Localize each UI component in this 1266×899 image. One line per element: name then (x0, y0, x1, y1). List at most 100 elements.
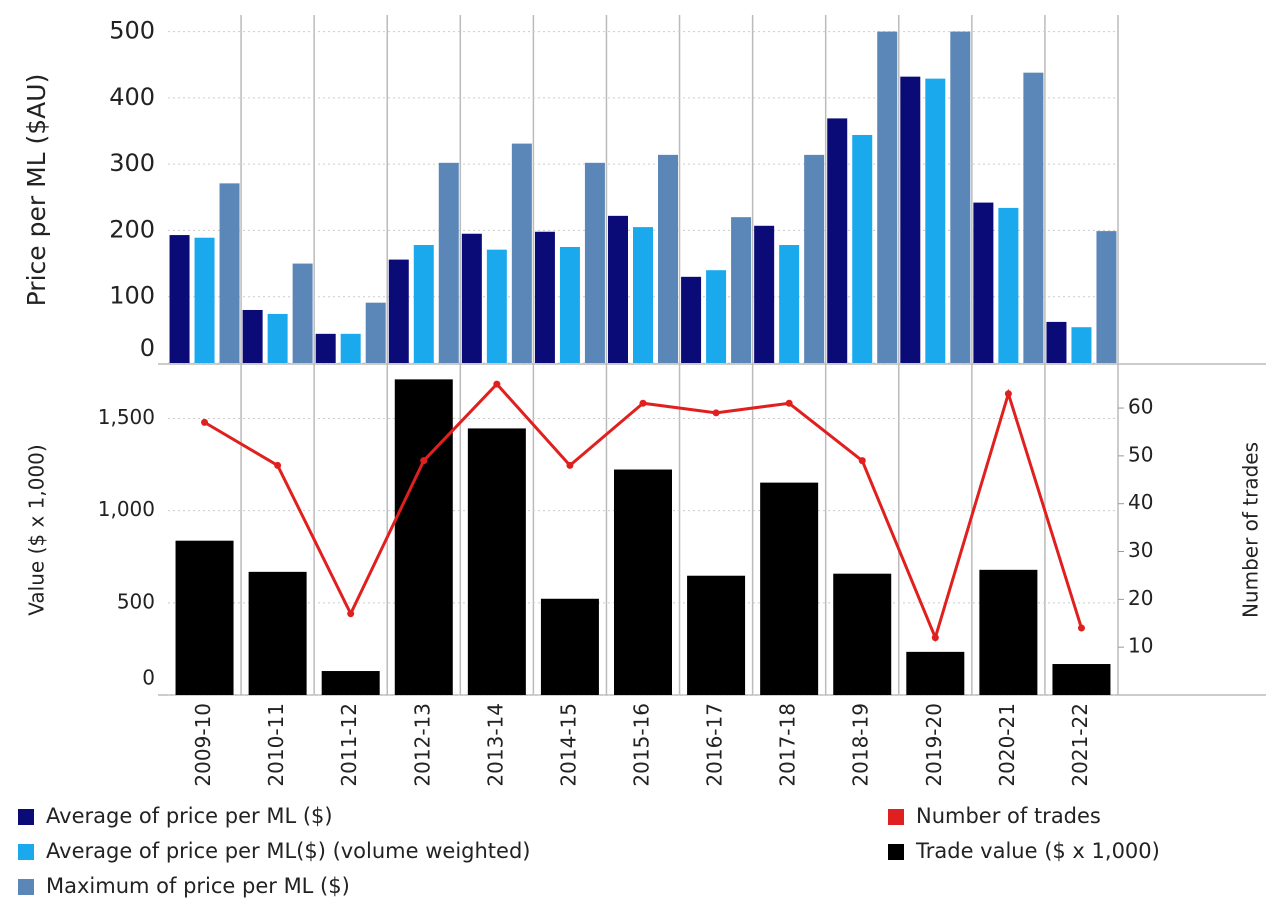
x-tick-label: 2020-21 (995, 703, 1019, 787)
line-point (566, 461, 574, 469)
bar (242, 309, 263, 363)
y2-tick-label: 60 (1128, 395, 1153, 419)
bar (998, 207, 1019, 363)
bar (315, 333, 336, 363)
bar (1023, 72, 1044, 363)
bar (388, 259, 409, 363)
bar (760, 482, 819, 695)
y-tick-label: 200 (109, 215, 155, 243)
line-point (201, 418, 209, 426)
bar (804, 154, 825, 363)
legend-swatch (888, 844, 904, 860)
line-point (420, 457, 428, 465)
bar (540, 598, 599, 695)
bar (321, 671, 380, 695)
x-tick-label: 2010-11 (264, 703, 288, 787)
bar (852, 134, 873, 363)
y-tick-label: 500 (117, 589, 155, 613)
bar (486, 249, 507, 363)
legend-label: Average of price per ML($) (volume weigh… (46, 839, 530, 863)
line-point (639, 399, 647, 407)
legend-swatch (18, 809, 34, 825)
bar (754, 225, 775, 363)
y2-tick-label: 50 (1128, 442, 1153, 466)
x-tick-label: 2012-13 (410, 703, 434, 787)
y2-tick-label: 10 (1128, 634, 1153, 658)
bar (169, 235, 190, 363)
x-tick-label: 2019-20 (922, 703, 946, 787)
bar (438, 162, 459, 363)
x-tick-label: 2014-15 (556, 703, 580, 787)
bar (559, 247, 580, 363)
line-point (274, 461, 282, 469)
line-point (347, 610, 355, 618)
y-axis-title: Price per ML ($AU) (22, 74, 51, 307)
x-tick-label: 2013-14 (483, 703, 507, 787)
bar (1052, 664, 1111, 695)
bar (979, 569, 1038, 695)
y2-tick-label: 40 (1128, 490, 1153, 514)
bar (950, 31, 971, 363)
y2-axis-title: Number of trades (1239, 442, 1263, 618)
x-tick-label: 2017-18 (776, 703, 800, 787)
bar (877, 31, 898, 363)
bar (511, 143, 532, 363)
legend-label: Maximum of price per ML ($) (46, 874, 350, 898)
bar (365, 302, 386, 363)
legend-swatch (888, 809, 904, 825)
bar (706, 270, 727, 363)
bar (534, 231, 555, 363)
y-tick-label: 1,000 (98, 497, 155, 521)
y-tick-label: 100 (109, 282, 155, 310)
y-tick-label: 400 (109, 83, 155, 111)
x-tick-label: 2015-16 (630, 703, 654, 787)
y-tick-label: 1,500 (98, 405, 155, 429)
bar (467, 428, 526, 695)
bar (614, 469, 672, 695)
line-point (785, 399, 793, 407)
y-axis-title: Value ($ x 1,000) (25, 444, 49, 615)
bar (827, 118, 848, 363)
bar (267, 313, 288, 363)
legend-label: Trade value ($ x 1,000) (915, 839, 1160, 863)
bar (608, 215, 628, 363)
bar (1096, 231, 1117, 363)
x-tick-label: 2016-17 (703, 703, 727, 787)
bar (779, 245, 800, 363)
y-tick-label: 0 (140, 334, 155, 362)
line-point (1004, 390, 1012, 398)
bar (194, 237, 215, 363)
y2-tick-label: 20 (1128, 586, 1153, 610)
bar (925, 78, 946, 364)
line-point (1077, 624, 1085, 632)
y-tick-label: 500 (109, 17, 155, 45)
bar (413, 245, 434, 363)
legend-swatch (18, 844, 34, 860)
bar (731, 217, 752, 363)
bar (633, 227, 653, 363)
y2-tick-label: 30 (1128, 538, 1153, 562)
bar (584, 162, 605, 363)
y-tick-label: 0 (142, 666, 155, 690)
bar (900, 76, 921, 363)
bar (394, 379, 453, 695)
bar (681, 276, 702, 363)
legend-swatch (18, 879, 34, 895)
bar (1046, 321, 1067, 363)
legend-label: Number of trades (916, 804, 1101, 828)
line-point (493, 380, 501, 388)
bar (973, 202, 994, 363)
line-point (712, 409, 720, 417)
bar (461, 233, 482, 363)
line-point (858, 457, 866, 465)
x-tick-label: 2018-19 (849, 703, 873, 787)
bar (219, 183, 240, 363)
bar (906, 651, 965, 695)
bar (687, 575, 746, 695)
bar (292, 263, 313, 363)
bar (175, 540, 234, 695)
bar (1071, 327, 1092, 363)
x-tick-label: 2011-12 (337, 703, 361, 787)
x-tick-label: 2021-22 (1068, 703, 1092, 787)
